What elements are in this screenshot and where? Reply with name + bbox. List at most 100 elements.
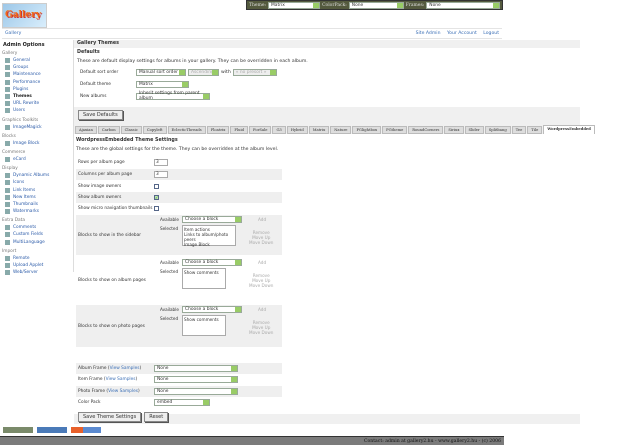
photo-available-select[interactable]: Choose a block [182, 306, 242, 313]
album-available-select[interactable]: Choose a block [182, 259, 242, 266]
tab-wordpressembedded[interactable]: WordpressEmbedded [543, 125, 595, 134]
tab-matrix[interactable]: Matrix [308, 126, 330, 134]
sidebar-item-groups[interactable]: Groups [5, 64, 73, 71]
colorpack-setting-select[interactable]: embed [154, 399, 210, 406]
sidebar-add-button[interactable]: Add [258, 217, 267, 222]
save-theme-settings-button[interactable]: Save Theme Settings [78, 412, 142, 422]
colorpack-select[interactable]: None [348, 1, 404, 9]
sidebar-item-general[interactable]: General [5, 57, 73, 64]
album-frame-select[interactable]: None [154, 365, 238, 372]
photo-add-button[interactable]: Add [258, 307, 267, 312]
theme-tabs: Ajaxian Carbon Classic Copyleft EclecticThre… [74, 125, 640, 134]
sidebar-item-multilanguage[interactable]: MultiLanguage [5, 239, 73, 246]
sidebar-item-web-server[interactable]: Web/Server [5, 269, 73, 276]
photo-selected-list[interactable]: Show comments [182, 315, 226, 336]
tab-roundcorners[interactable]: RoundCorners [408, 126, 444, 134]
sidebar-available-select[interactable]: Choose a block [182, 216, 242, 223]
tab-fluid[interactable]: Fluid [230, 126, 249, 134]
tab-copyleft[interactable]: Copyleft [142, 126, 167, 134]
photo-move-down-button[interactable]: Move Down [249, 330, 274, 335]
remote-icon [5, 255, 10, 261]
sidebar-item-users[interactable]: Users [5, 107, 73, 114]
album-selected-list[interactable]: Show comments [182, 268, 226, 289]
frames-select[interactable]: None [426, 1, 500, 9]
sidebar-item-watermarks[interactable]: Watermarks [5, 208, 73, 215]
theme-settings-section: WordpressEmbedded Theme Settings These a… [74, 134, 580, 414]
sidebar-item-themes[interactable]: Themes [5, 93, 73, 100]
album-move-up-button[interactable]: Move Up [252, 278, 271, 283]
tab-pglightbox[interactable]: PGlightbox [352, 126, 382, 134]
xhtml-badge[interactable] [3, 427, 33, 433]
micro-nav-checkbox[interactable] [154, 206, 159, 211]
sidebar-item-remote[interactable]: Remote [5, 255, 73, 262]
sidebar-item-label: Remote [13, 255, 30, 261]
default-theme-select[interactable]: Matrix [136, 80, 189, 88]
cols-input[interactable]: 3 [154, 171, 168, 178]
album-move-down-button[interactable]: Move Down [249, 283, 274, 288]
rows-input[interactable]: 3 [154, 159, 168, 166]
reset-button[interactable]: Reset [144, 412, 169, 422]
gallery-badge[interactable] [37, 427, 67, 433]
sidebar-item-icons[interactable]: Icons [5, 179, 73, 186]
tab-ajaxian[interactable]: Ajaxian [75, 126, 97, 134]
tab-siriux[interactable]: Siriux [444, 126, 464, 134]
photo-remove-button[interactable]: Remove [252, 320, 270, 325]
album-add-button[interactable]: Add [258, 260, 267, 265]
sidebar-item-upload-applet[interactable]: Upload Applet [5, 262, 73, 269]
site-admin-link[interactable]: Site Admin [415, 31, 441, 36]
your-account-link[interactable]: Your Account [446, 31, 477, 36]
gallery-logo[interactable]: Gallery [2, 3, 47, 28]
tab-eclecticthreads[interactable]: EclecticThreads [167, 126, 206, 134]
sort-order-select[interactable]: Manual sort order [136, 68, 186, 76]
sidebar-item-thumbnails[interactable]: Thumbnails [5, 201, 73, 208]
sidebar-move-down-button[interactable]: Move Down [249, 240, 274, 245]
tab-g3[interactable]: G3 [272, 126, 286, 134]
tab-splitbang[interactable]: Splitbang [484, 126, 511, 134]
album-remove-button[interactable]: Remove [252, 273, 270, 278]
album-owners-checkbox[interactable]: ✓ [154, 195, 159, 200]
sidebar-remove-button[interactable]: Remove [252, 230, 270, 235]
theme-select[interactable]: Matrix [268, 1, 321, 9]
album-frame-view-samples-link[interactable]: View Samples [109, 366, 140, 371]
sidebar-item-link-items[interactable]: Link Items [5, 186, 73, 193]
image-owners-checkbox[interactable] [154, 184, 159, 189]
sidebar-item-image-block[interactable]: Image Block [5, 140, 73, 147]
tab-classic[interactable]: Classic [120, 126, 142, 134]
sidebar-item-imagemagick[interactable]: ImageMagick [5, 124, 73, 131]
available-label: Available [160, 307, 179, 312]
logout-link[interactable]: Logout [483, 31, 499, 36]
photo-frame-view-samples-link[interactable]: View Samples [108, 389, 138, 394]
selected-label: Selected [160, 226, 179, 231]
save-defaults-button[interactable]: Save Defaults [78, 110, 123, 120]
sidebar-item-comments[interactable]: Comments [5, 224, 73, 231]
sidebar-item-url-rewrite[interactable]: URL Rewrite [5, 100, 73, 107]
tab-slider[interactable]: Slider [464, 126, 484, 134]
photo-frame-select[interactable]: None [154, 388, 238, 395]
tab-tile[interactable]: Tile [527, 126, 543, 134]
tab-tee[interactable]: Tee [511, 126, 527, 134]
sidebar-item-new-items[interactable]: New Items [5, 194, 73, 201]
tab-nature[interactable]: Nature [330, 126, 352, 134]
new-albums-select[interactable]: Inherit settings from parent album [136, 91, 210, 101]
sidebar-item-performance[interactable]: Performance [5, 79, 73, 86]
tab-carbon[interactable]: Carbon [97, 126, 120, 134]
photo-move-up-button[interactable]: Move Up [252, 325, 271, 330]
sidebar-item-label: Plugins [13, 86, 29, 92]
item-frame-select[interactable]: None [154, 376, 238, 383]
sidebar-move-up-button[interactable]: Move Up [252, 235, 271, 240]
sidebar-item-custom-fields[interactable]: Custom Fields [5, 231, 73, 238]
item-frame-view-samples-link[interactable]: View Samples [105, 377, 136, 382]
image-owners-label: Show image owners [78, 184, 122, 189]
sidebar-item-plugins[interactable]: Plugins [5, 86, 73, 93]
breadcrumb-gallery[interactable]: Gallery [5, 31, 22, 36]
tab-floatrix[interactable]: Floatrix [206, 126, 230, 134]
powered-badge[interactable] [71, 427, 101, 433]
sidebar-item-ecard[interactable]: eCard [5, 156, 73, 163]
sidebar-item-dynamic-albums[interactable]: Dynamic Albums [5, 172, 73, 179]
sidebar-selected-list[interactable]: Item actions Links to album/photo peers … [182, 225, 236, 247]
tab-hybrid[interactable]: Hybrid [286, 126, 308, 134]
sidebar-item-label: eCard [13, 156, 26, 162]
tab-forsale[interactable]: ForSale [249, 126, 272, 134]
tab-pgtheme[interactable]: PGtheme [382, 126, 408, 134]
sidebar-item-maintenance[interactable]: Maintenance [5, 71, 73, 78]
